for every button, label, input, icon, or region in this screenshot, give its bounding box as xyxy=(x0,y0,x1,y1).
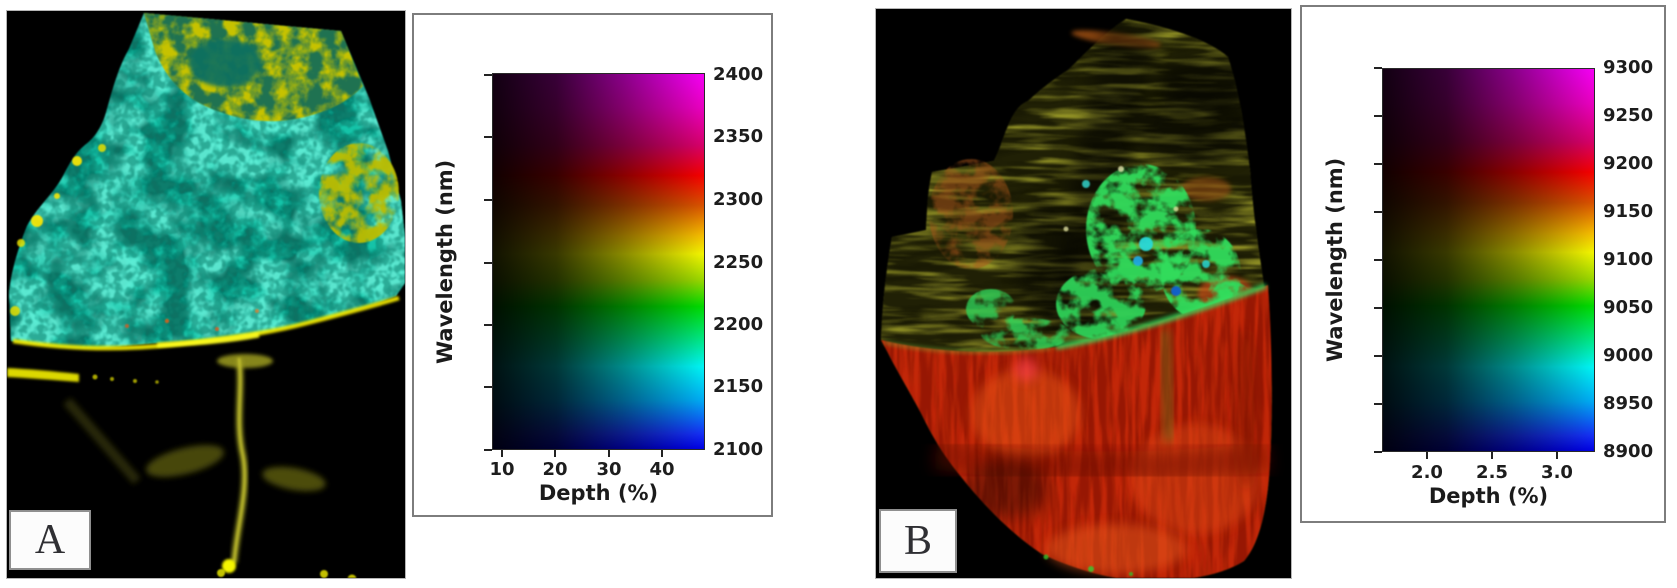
sample-image-b: B xyxy=(875,8,1292,579)
tick-mark xyxy=(484,199,492,201)
y-tick-label: 9000 xyxy=(1603,345,1654,366)
x-tick-label: 40 xyxy=(649,459,675,480)
colorbar-a-y-axis-label: Wavelength (nm) xyxy=(433,159,457,364)
tick-mark xyxy=(1426,452,1428,459)
colorbar-a-x-axis-label: Depth (%) xyxy=(538,481,659,505)
tick-mark xyxy=(484,262,492,264)
rock-a-lower-veins xyxy=(7,354,357,578)
sample-b-art xyxy=(876,9,1291,578)
tick-mark xyxy=(484,136,492,138)
y-tick-label: 9200 xyxy=(1603,153,1654,174)
tick-mark xyxy=(1491,452,1493,459)
y-tick-label: 9250 xyxy=(1603,105,1654,126)
colorbar-b: Wavelength (nm) 9300 9250 9200 9150 9100… xyxy=(1300,5,1666,523)
tick-mark xyxy=(1374,259,1382,261)
tick-mark xyxy=(1374,403,1382,405)
y-tick-label: 2300 xyxy=(713,189,764,210)
tick-mark xyxy=(484,324,492,326)
y-tick-label: 2100 xyxy=(713,439,764,460)
tick-mark xyxy=(1374,451,1382,453)
tick-mark xyxy=(1374,163,1382,165)
y-tick-label: 9100 xyxy=(1603,249,1654,270)
tick-mark xyxy=(1374,67,1382,69)
tick-mark xyxy=(484,386,492,388)
sample-a-art xyxy=(7,11,405,578)
y-tick-label: 9050 xyxy=(1603,297,1654,318)
x-tick-label: 10 xyxy=(489,459,515,480)
sample-image-a: A xyxy=(6,10,406,579)
colorbar-b-gradient xyxy=(1382,68,1595,452)
colorbar-b-x-axis-label: Depth (%) xyxy=(1428,484,1549,508)
colorbar-b-y-axis-label: Wavelength (nm) xyxy=(1323,157,1347,363)
tick-mark xyxy=(484,449,492,451)
rock-a-edge-details xyxy=(10,144,400,351)
y-tick-label: 2350 xyxy=(713,126,764,147)
y-tick-label: 2200 xyxy=(713,314,764,335)
tick-mark xyxy=(1374,307,1382,309)
y-tick-label: 9150 xyxy=(1603,201,1654,222)
x-tick-label: 20 xyxy=(542,459,568,480)
colorbar-a: Wavelength (nm) 2400 2350 2300 2250 2200… xyxy=(412,13,773,517)
x-tick-label: 2.0 xyxy=(1411,462,1443,483)
colorbar-a-gradient xyxy=(492,73,705,450)
panel-label-a: A xyxy=(9,510,91,570)
y-tick-label: 2400 xyxy=(713,64,764,85)
tick-mark xyxy=(484,74,492,76)
y-tick-label: 2250 xyxy=(713,252,764,273)
tick-mark xyxy=(501,450,503,457)
tick-mark xyxy=(554,450,556,457)
y-tick-label: 8950 xyxy=(1603,393,1654,414)
tick-mark xyxy=(608,450,610,457)
y-tick-label: 2150 xyxy=(713,376,764,397)
tick-mark xyxy=(1374,355,1382,357)
x-tick-label: 3.0 xyxy=(1541,462,1573,483)
y-tick-label: 9300 xyxy=(1603,57,1654,78)
rock-a-yellow-zone xyxy=(144,13,399,243)
tick-mark xyxy=(1374,211,1382,213)
x-tick-label: 30 xyxy=(596,459,622,480)
tick-mark xyxy=(661,450,663,457)
x-tick-label: 2.5 xyxy=(1476,462,1508,483)
tick-mark xyxy=(1556,452,1558,459)
rock-b-green-patches xyxy=(966,164,1259,357)
rock-b-lower-red xyxy=(881,283,1272,578)
y-tick-label: 8900 xyxy=(1603,441,1654,462)
panel-label-b: B xyxy=(879,509,957,573)
tick-mark xyxy=(1374,115,1382,117)
